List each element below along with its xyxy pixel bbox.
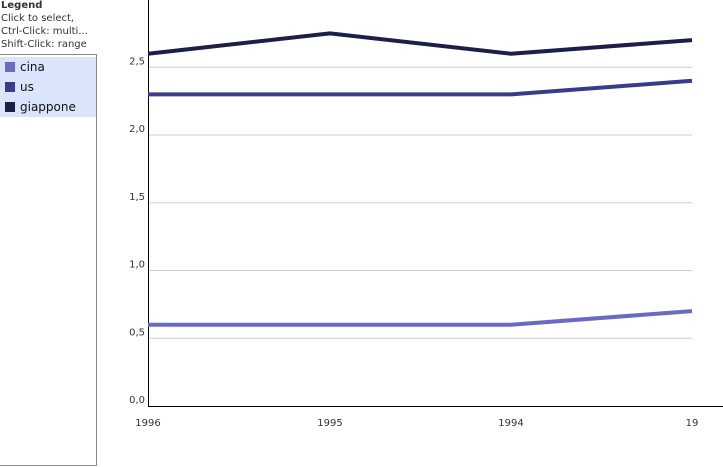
legend-swatch-us	[5, 82, 15, 92]
legend-swatch-cina	[5, 62, 15, 72]
x-tick-label-3: 19	[686, 418, 699, 429]
legend-label-cina: cina	[20, 60, 45, 74]
legend-label-giappone: giappone	[20, 100, 76, 114]
x-tick-labels: 1996 1995 1994 19	[135, 418, 698, 429]
legend-label-us: us	[20, 80, 34, 94]
legend-item-cina[interactable]: cina	[0, 57, 96, 77]
series-lines	[147, 31, 693, 327]
legend-hint-range: Shift-Click: range	[1, 39, 87, 50]
series-line-us[interactable]	[148, 78, 693, 97]
grid-lines	[148, 66, 692, 339]
series-line-giappone[interactable]	[147, 31, 693, 56]
x-tick-label-1: 1995	[317, 418, 342, 429]
legend-swatch-giappone	[5, 102, 15, 112]
legend-item-giappone[interactable]: giappone	[0, 97, 96, 117]
legend-item-us[interactable]: us	[0, 77, 96, 97]
y-tick-label-0: 0,0	[129, 395, 145, 406]
legend-list[interactable]: cina us giappone	[0, 54, 97, 466]
legend-hint-select: Click to select,	[1, 13, 75, 24]
legend-hint-multi: Ctrl-Click: multi...	[1, 26, 88, 37]
series-line-cina[interactable]	[148, 309, 693, 327]
legend-panel: Legend Click to select, Ctrl-Click: mult…	[0, 0, 97, 466]
axes	[148, 0, 723, 407]
y-tick-label-3: 1,5	[129, 192, 145, 203]
legend-title: Legend	[1, 0, 43, 11]
y-tick-label-2: 1,0	[129, 260, 145, 271]
y-tick-label-1: 0,5	[129, 327, 145, 338]
x-tick-label-0: 1996	[135, 418, 160, 429]
y-tick-label-4: 2,0	[129, 124, 145, 135]
y-tick-labels: 0,0 0,5 1,0 1,5 2,0 2,5	[129, 56, 145, 406]
x-tick-label-2: 1994	[498, 418, 523, 429]
y-tick-label-5: 2,5	[129, 56, 145, 67]
